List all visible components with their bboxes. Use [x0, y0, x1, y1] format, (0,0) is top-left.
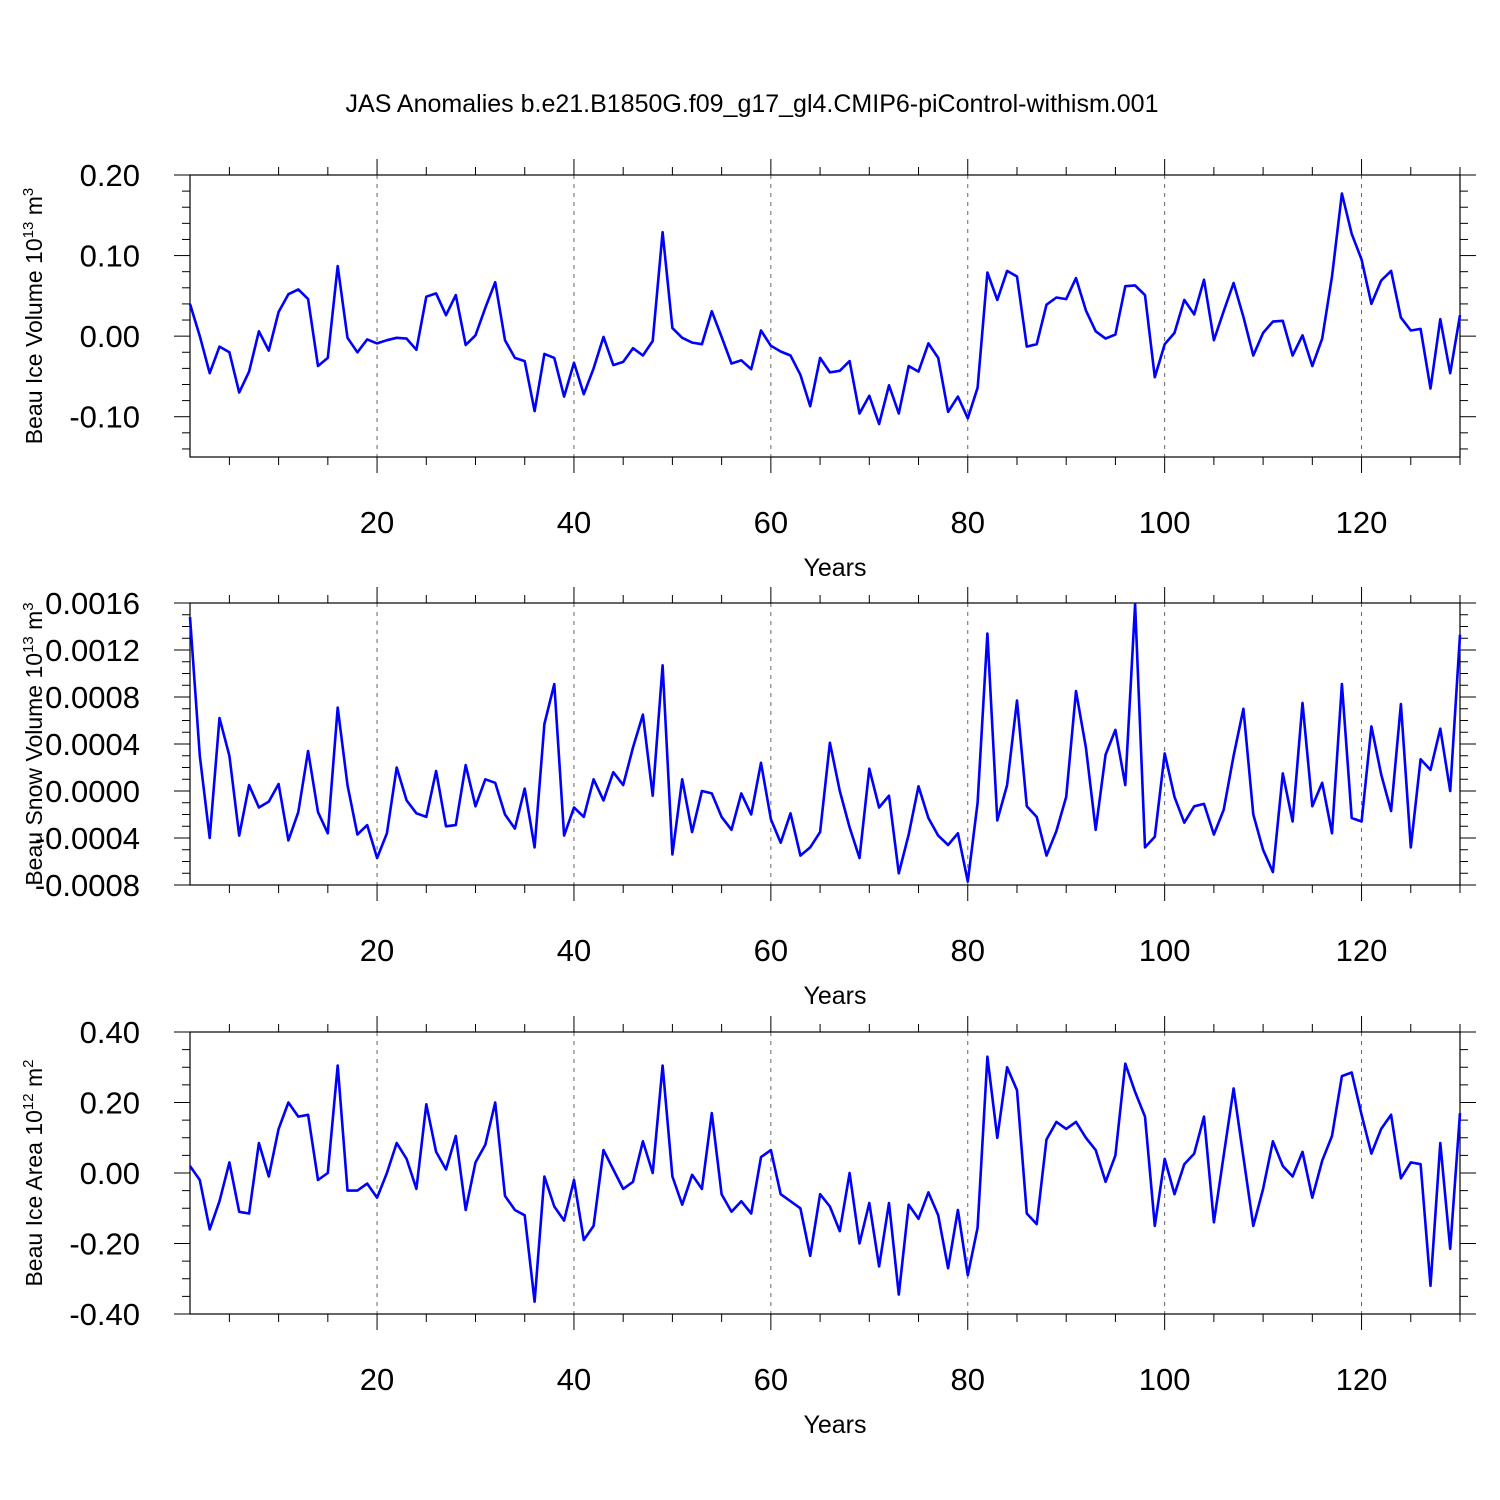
- x-tick-label: 20: [360, 1362, 394, 1397]
- x-tick-label: 40: [557, 1362, 591, 1397]
- y-tick-label: -0.40: [69, 1297, 140, 1332]
- series-line: [188, 1055, 1462, 1303]
- x-axis-label: Years: [803, 982, 866, 1010]
- x-tick-label: 120: [1336, 1362, 1388, 1397]
- x-axis-label: Years: [803, 554, 866, 582]
- plot-frame: [189, 602, 1461, 886]
- x-tick-label: 100: [1139, 505, 1191, 540]
- y-tick-label: 0.0000: [45, 774, 140, 809]
- y-tick-label: 0.0004: [45, 727, 140, 762]
- x-tick-label: 20: [360, 505, 394, 540]
- y-tick-label: 0.0016: [45, 586, 140, 621]
- x-tick-label: 40: [557, 933, 591, 968]
- y-tick-label: 0.10: [80, 239, 140, 274]
- x-tick-label: 100: [1139, 933, 1191, 968]
- x-tick-label: 80: [951, 505, 985, 540]
- chart-panel-3: 20 40 60 80 100 120 0.40 0.20 0.00 -0.20 -0.40 Year…: [20, 1015, 1476, 1439]
- x-tick-label: 100: [1139, 1362, 1191, 1397]
- x-tick-label: 80: [951, 933, 985, 968]
- x-tick-label: 60: [754, 505, 788, 540]
- y-tick-label: -0.10: [69, 400, 140, 435]
- y-tick-label: 0.20: [80, 1086, 140, 1121]
- tick-marks: [174, 159, 1476, 473]
- y-tick-label: -0.20: [69, 1227, 140, 1262]
- y-tick-label: -0.0008: [35, 868, 140, 903]
- x-axis-label: Years: [803, 1411, 866, 1439]
- chart-panel-1: 20 40 60 80 100 120 0.20 0.10 0.00 -0.10 Years Beau…: [20, 158, 1476, 582]
- x-tick-label: 60: [754, 933, 788, 968]
- x-tick-label: 120: [1336, 505, 1388, 540]
- y-axis-label: Beau Ice Volume 1013 m3: [20, 188, 47, 444]
- series-line: [188, 192, 1462, 426]
- y-tick-label: 0.40: [80, 1015, 140, 1050]
- x-tick-label: 60: [754, 1362, 788, 1397]
- panels: 20 40 60 80 100 120 0.20 0.10 0.00 -0.10 Years Beau…: [20, 158, 1476, 1439]
- y-tick-label: -0.0004: [35, 821, 140, 856]
- series-line: [188, 602, 1462, 883]
- y-tick-label: 0.00: [80, 319, 140, 354]
- x-tick-label: 20: [360, 933, 394, 968]
- plot-frame: [189, 1031, 1461, 1315]
- y-tick-label: 0.0012: [45, 633, 140, 668]
- x-tick-label: 80: [951, 1362, 985, 1397]
- x-tick-label: 40: [557, 505, 591, 540]
- y-tick-label: 0.20: [80, 158, 140, 193]
- y-axis-label: Beau Snow Volume 1013 m3: [20, 602, 47, 885]
- figure-title: JAS Anomalies b.e21.B1850G.f09_g17_gl4.C…: [346, 90, 1159, 118]
- y-axis-label: Beau Ice Area 1012 m2: [20, 1059, 47, 1286]
- y-tick-label: 0.0008: [45, 680, 140, 715]
- x-tick-label: 120: [1336, 933, 1388, 968]
- tick-marks: [174, 587, 1476, 901]
- y-tick-label: 0.00: [80, 1156, 140, 1191]
- plot-frame: [189, 174, 1461, 458]
- chart-panel-2: 20 40 60 80 100 120 0.0016 0.0012 0.0008 0.0004 0.…: [20, 586, 1476, 1010]
- tick-marks: [174, 1016, 1476, 1330]
